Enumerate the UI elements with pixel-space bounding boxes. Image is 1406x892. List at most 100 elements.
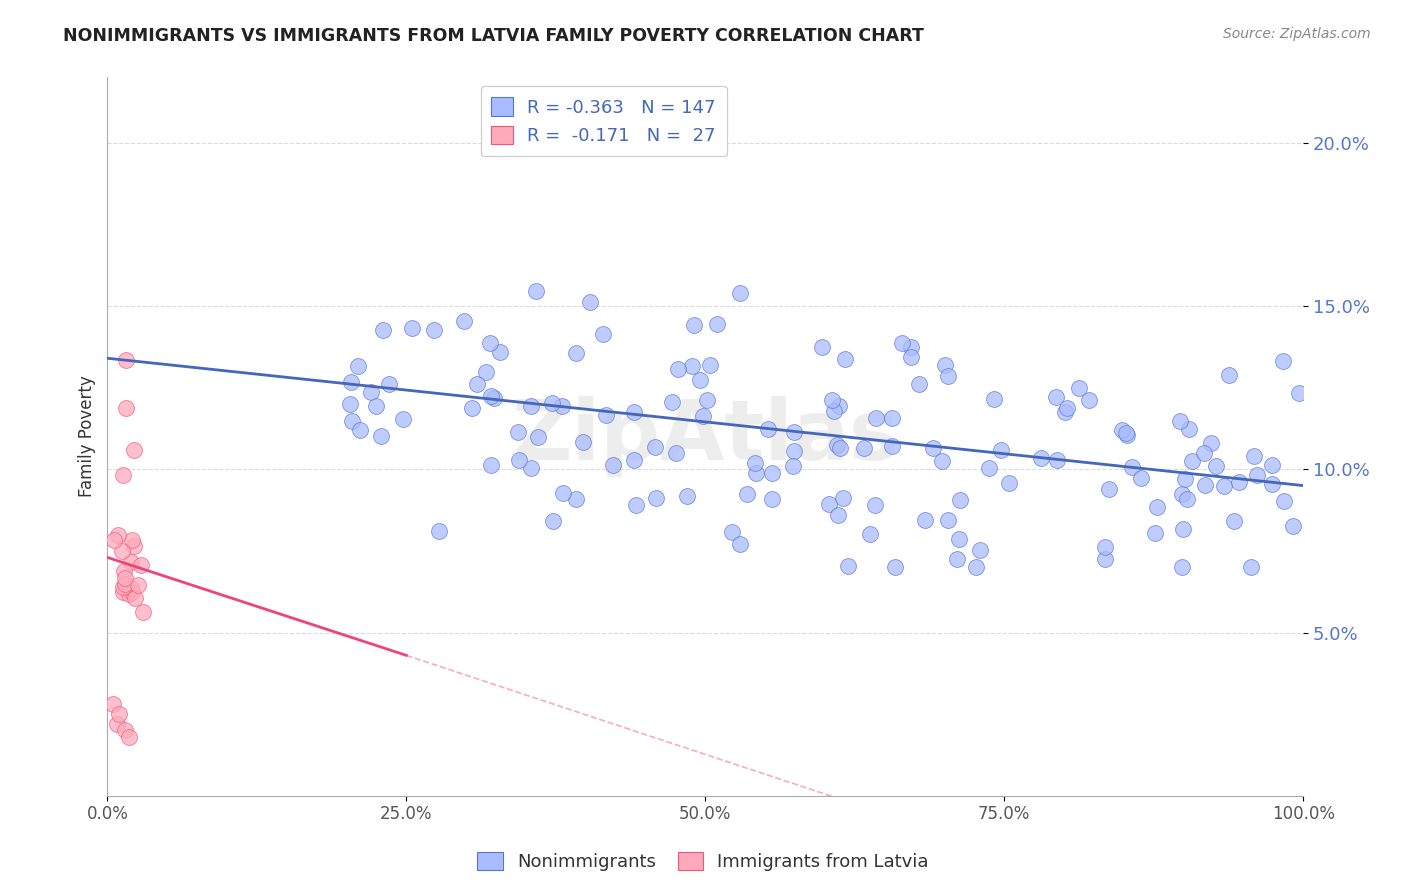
Point [818,497,841,511]
Point [107,528,129,542]
Point [696,392,718,407]
Point [969,543,991,558]
Point [112,581,135,595]
Point [1056,401,1078,415]
Y-axis label: Family Poverty: Family Poverty [79,376,96,498]
Point [1261,476,1284,491]
Point [564,491,586,506]
Point [720,524,742,539]
Point [519,399,541,413]
Point [1243,449,1265,463]
Point [891,336,914,351]
Point [111,544,134,558]
Point [519,461,541,475]
Point [706,318,728,332]
Point [821,392,844,407]
Point [1218,368,1240,383]
Point [488,345,510,359]
Point [689,373,711,387]
Point [1129,471,1152,485]
Point [1170,560,1192,574]
Point [782,459,804,474]
Point [602,458,624,472]
Point [461,401,484,415]
Point [115,401,138,416]
Point [114,570,136,584]
Point [427,524,450,539]
Point [526,285,548,299]
Point [346,359,368,373]
Point [1116,427,1139,442]
Point [1045,390,1067,404]
Point [827,438,849,452]
Point [1194,478,1216,492]
Point [1239,560,1261,574]
Point [692,409,714,424]
Point [111,467,134,482]
Point [938,513,960,527]
Point [118,587,141,601]
Point [783,425,806,440]
Point [114,577,136,591]
Point [921,441,943,455]
Point [370,429,392,443]
Point [811,340,834,354]
Point [1192,446,1215,460]
Point [949,493,972,508]
Point [783,444,806,458]
Point [880,439,903,453]
Point [572,435,595,450]
Point [1223,514,1246,528]
Point [1201,435,1223,450]
Point [884,560,907,574]
Point [1174,472,1197,486]
Point [423,323,446,337]
Point [1168,414,1191,428]
Point [761,466,783,480]
Point [761,492,783,507]
Point [1177,422,1199,436]
Point [1205,458,1227,473]
Text: Source: ZipAtlas.com: Source: ZipAtlas.com [1223,27,1371,41]
Point [623,405,645,419]
Point [551,399,574,413]
Point [595,409,617,423]
Point [863,498,886,512]
Point [823,403,845,417]
Point [936,369,959,384]
Point [880,411,903,425]
Point [1274,494,1296,508]
Point [111,584,134,599]
Text: NONIMMIGRANTS VS IMMIGRANTS FROM LATVIA FAMILY POVERTY CORRELATION CHART: NONIMMIGRANTS VS IMMIGRANTS FROM LATVIA … [63,27,924,45]
Point [728,286,751,301]
Legend: R = -0.363   N = 147, R =  -0.171   N =  27: R = -0.363 N = 147, R = -0.171 N = 27 [481,87,727,156]
Point [1029,451,1052,466]
Point [979,461,1001,475]
Point [946,552,969,566]
Point [541,395,564,409]
Point [666,361,689,376]
Point [1146,500,1168,514]
Point [965,560,987,574]
Point [900,350,922,364]
Point [931,453,953,467]
Point [1046,452,1069,467]
Point [364,399,387,413]
Point [1143,526,1166,541]
Point [392,412,415,426]
Point [1281,518,1303,533]
Point [661,395,683,409]
Point [377,376,399,391]
Point [371,323,394,337]
Point [479,458,502,473]
Point [360,384,382,399]
Point [1229,475,1251,490]
Point [484,391,506,405]
Point [401,320,423,334]
Point [112,564,135,578]
Point [832,491,855,505]
Point [527,430,550,444]
Point [934,359,956,373]
Point [1288,386,1310,401]
Point [129,558,152,572]
